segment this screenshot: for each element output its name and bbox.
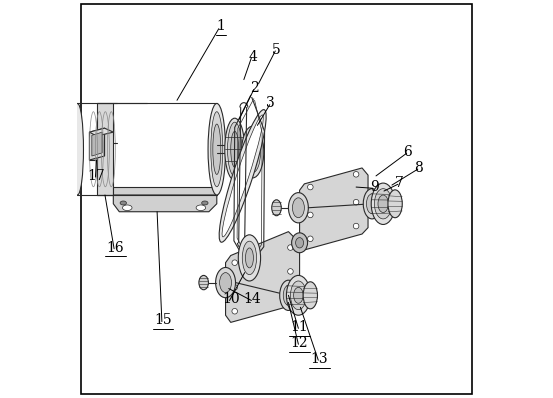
Ellipse shape xyxy=(120,201,127,205)
Text: 15: 15 xyxy=(154,313,172,328)
Ellipse shape xyxy=(122,205,132,211)
Polygon shape xyxy=(90,132,97,160)
Ellipse shape xyxy=(244,131,260,173)
Ellipse shape xyxy=(294,287,303,303)
Ellipse shape xyxy=(388,190,402,218)
Polygon shape xyxy=(226,232,300,322)
Ellipse shape xyxy=(248,139,257,165)
Ellipse shape xyxy=(296,238,304,248)
Text: 5: 5 xyxy=(272,43,281,57)
Polygon shape xyxy=(92,132,102,156)
Ellipse shape xyxy=(232,308,237,314)
Ellipse shape xyxy=(246,248,253,268)
Ellipse shape xyxy=(289,193,309,223)
Ellipse shape xyxy=(219,109,266,242)
Ellipse shape xyxy=(307,212,313,218)
Ellipse shape xyxy=(216,267,236,298)
Text: 6: 6 xyxy=(404,145,412,159)
Ellipse shape xyxy=(213,124,221,174)
Ellipse shape xyxy=(220,273,232,293)
Text: 1: 1 xyxy=(216,19,225,33)
Ellipse shape xyxy=(199,275,208,290)
Text: 13: 13 xyxy=(311,352,328,366)
Polygon shape xyxy=(113,187,217,195)
Polygon shape xyxy=(113,195,217,212)
Ellipse shape xyxy=(290,281,306,310)
Ellipse shape xyxy=(353,172,359,177)
Ellipse shape xyxy=(307,236,313,242)
Ellipse shape xyxy=(280,280,297,310)
Ellipse shape xyxy=(363,189,381,219)
Ellipse shape xyxy=(353,199,359,205)
Ellipse shape xyxy=(378,195,388,213)
Ellipse shape xyxy=(242,241,257,275)
Ellipse shape xyxy=(211,112,223,187)
Ellipse shape xyxy=(293,198,304,218)
Text: 7: 7 xyxy=(395,176,404,190)
Ellipse shape xyxy=(208,103,226,195)
Ellipse shape xyxy=(353,223,359,229)
Ellipse shape xyxy=(374,189,392,219)
Text: 16: 16 xyxy=(107,240,124,255)
Ellipse shape xyxy=(241,145,246,153)
Text: 3: 3 xyxy=(266,96,275,111)
Text: 10: 10 xyxy=(222,292,239,306)
Ellipse shape xyxy=(227,122,242,176)
Text: 14: 14 xyxy=(244,292,262,306)
Ellipse shape xyxy=(286,275,310,315)
Ellipse shape xyxy=(283,285,294,305)
Ellipse shape xyxy=(371,183,395,224)
Text: 4: 4 xyxy=(248,49,257,64)
Text: 8: 8 xyxy=(415,161,424,175)
Ellipse shape xyxy=(288,269,293,274)
Ellipse shape xyxy=(196,205,206,211)
Ellipse shape xyxy=(232,260,237,265)
Ellipse shape xyxy=(272,200,281,216)
Ellipse shape xyxy=(288,245,293,250)
Ellipse shape xyxy=(242,126,264,178)
Polygon shape xyxy=(90,128,113,136)
Text: 2: 2 xyxy=(251,81,259,96)
Ellipse shape xyxy=(202,201,208,205)
Ellipse shape xyxy=(225,118,244,180)
Ellipse shape xyxy=(231,131,239,167)
Ellipse shape xyxy=(71,103,84,195)
Text: 17: 17 xyxy=(88,169,106,183)
Ellipse shape xyxy=(288,293,293,298)
Ellipse shape xyxy=(222,115,263,237)
Polygon shape xyxy=(97,103,113,195)
Polygon shape xyxy=(90,128,105,160)
Polygon shape xyxy=(300,168,368,250)
Ellipse shape xyxy=(238,235,260,281)
Ellipse shape xyxy=(307,184,313,190)
Text: 9: 9 xyxy=(369,180,378,194)
Text: 12: 12 xyxy=(291,336,309,350)
Ellipse shape xyxy=(303,282,317,309)
Ellipse shape xyxy=(291,233,307,253)
Ellipse shape xyxy=(367,194,378,214)
Text: 11: 11 xyxy=(291,320,309,334)
Ellipse shape xyxy=(232,285,237,290)
